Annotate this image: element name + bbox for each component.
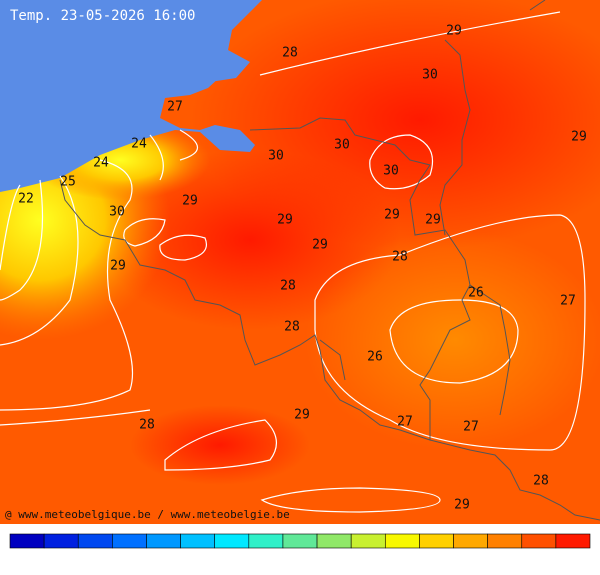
cool-area [305, 230, 600, 450]
contour-label: 27 [463, 420, 479, 435]
contour-label: 28 [392, 250, 408, 265]
contour-label: 26 [468, 286, 484, 301]
contour-label: 24 [131, 137, 147, 152]
contour-label: 28 [533, 474, 549, 489]
color-bar-segment [9, 533, 45, 549]
color-bar-segment [43, 533, 79, 549]
border-line [59, 0, 600, 521]
contour-label: 25 [60, 175, 76, 190]
contour-label: 22 [18, 192, 34, 207]
contour-label: 29 [110, 259, 126, 274]
color-bar-segment [248, 533, 284, 549]
color-bar-segment [555, 533, 591, 549]
contour-label: 27 [397, 415, 413, 430]
contour-label: 28 [280, 279, 296, 294]
contour-label: 29 [294, 408, 310, 423]
contour-label: 30 [109, 205, 125, 220]
color-bar-segment [112, 533, 147, 549]
contour-label: 29 [182, 194, 198, 209]
contour-label: 29 [446, 24, 462, 39]
contour-label: 27 [167, 100, 183, 115]
color-bar-segment [384, 533, 420, 549]
warm-area [100, 150, 400, 330]
contour-line [0, 11, 561, 411]
color-bar-segment [419, 533, 454, 549]
color-bar-segment [453, 533, 488, 549]
contour-label: 29 [384, 208, 400, 223]
color-bar-segment [214, 533, 250, 549]
color-bar-segment [350, 533, 386, 549]
color-bar [9, 533, 591, 549]
contour-label: 29 [571, 130, 587, 145]
contour-label: 28 [284, 320, 300, 335]
credit: @ www.meteobelgique.be / www.meteobelgie… [5, 508, 290, 521]
color-bar-segment [146, 533, 181, 549]
contour-label: 26 [367, 350, 383, 365]
contour-line [0, 134, 586, 513]
color-bar-segment [316, 533, 352, 549]
contour-label: 30 [422, 68, 438, 83]
color-bar-segment [282, 533, 318, 549]
contour-label: 27 [560, 294, 576, 309]
color-bar-segment [77, 533, 113, 549]
contour-label: 28 [139, 418, 155, 433]
contour-label: 29 [277, 213, 293, 228]
contour-label: 29 [425, 213, 441, 228]
contour-label: 30 [334, 138, 350, 153]
contour-label: 24 [93, 156, 109, 171]
contour-label: 29 [312, 238, 328, 253]
contour-label: 30 [268, 149, 284, 164]
legend-area [0, 524, 600, 575]
sea [0, 0, 262, 192]
map-title: Temp. 23-05-2026 16:00 [10, 8, 195, 24]
color-bar-segment [521, 533, 557, 549]
warm-area [130, 405, 310, 485]
contour-label: 28 [282, 46, 298, 61]
contour-label: 29 [454, 498, 470, 513]
contour-label: 30 [383, 164, 399, 179]
color-bar-segment [487, 533, 523, 549]
color-bar-segment [180, 533, 216, 549]
